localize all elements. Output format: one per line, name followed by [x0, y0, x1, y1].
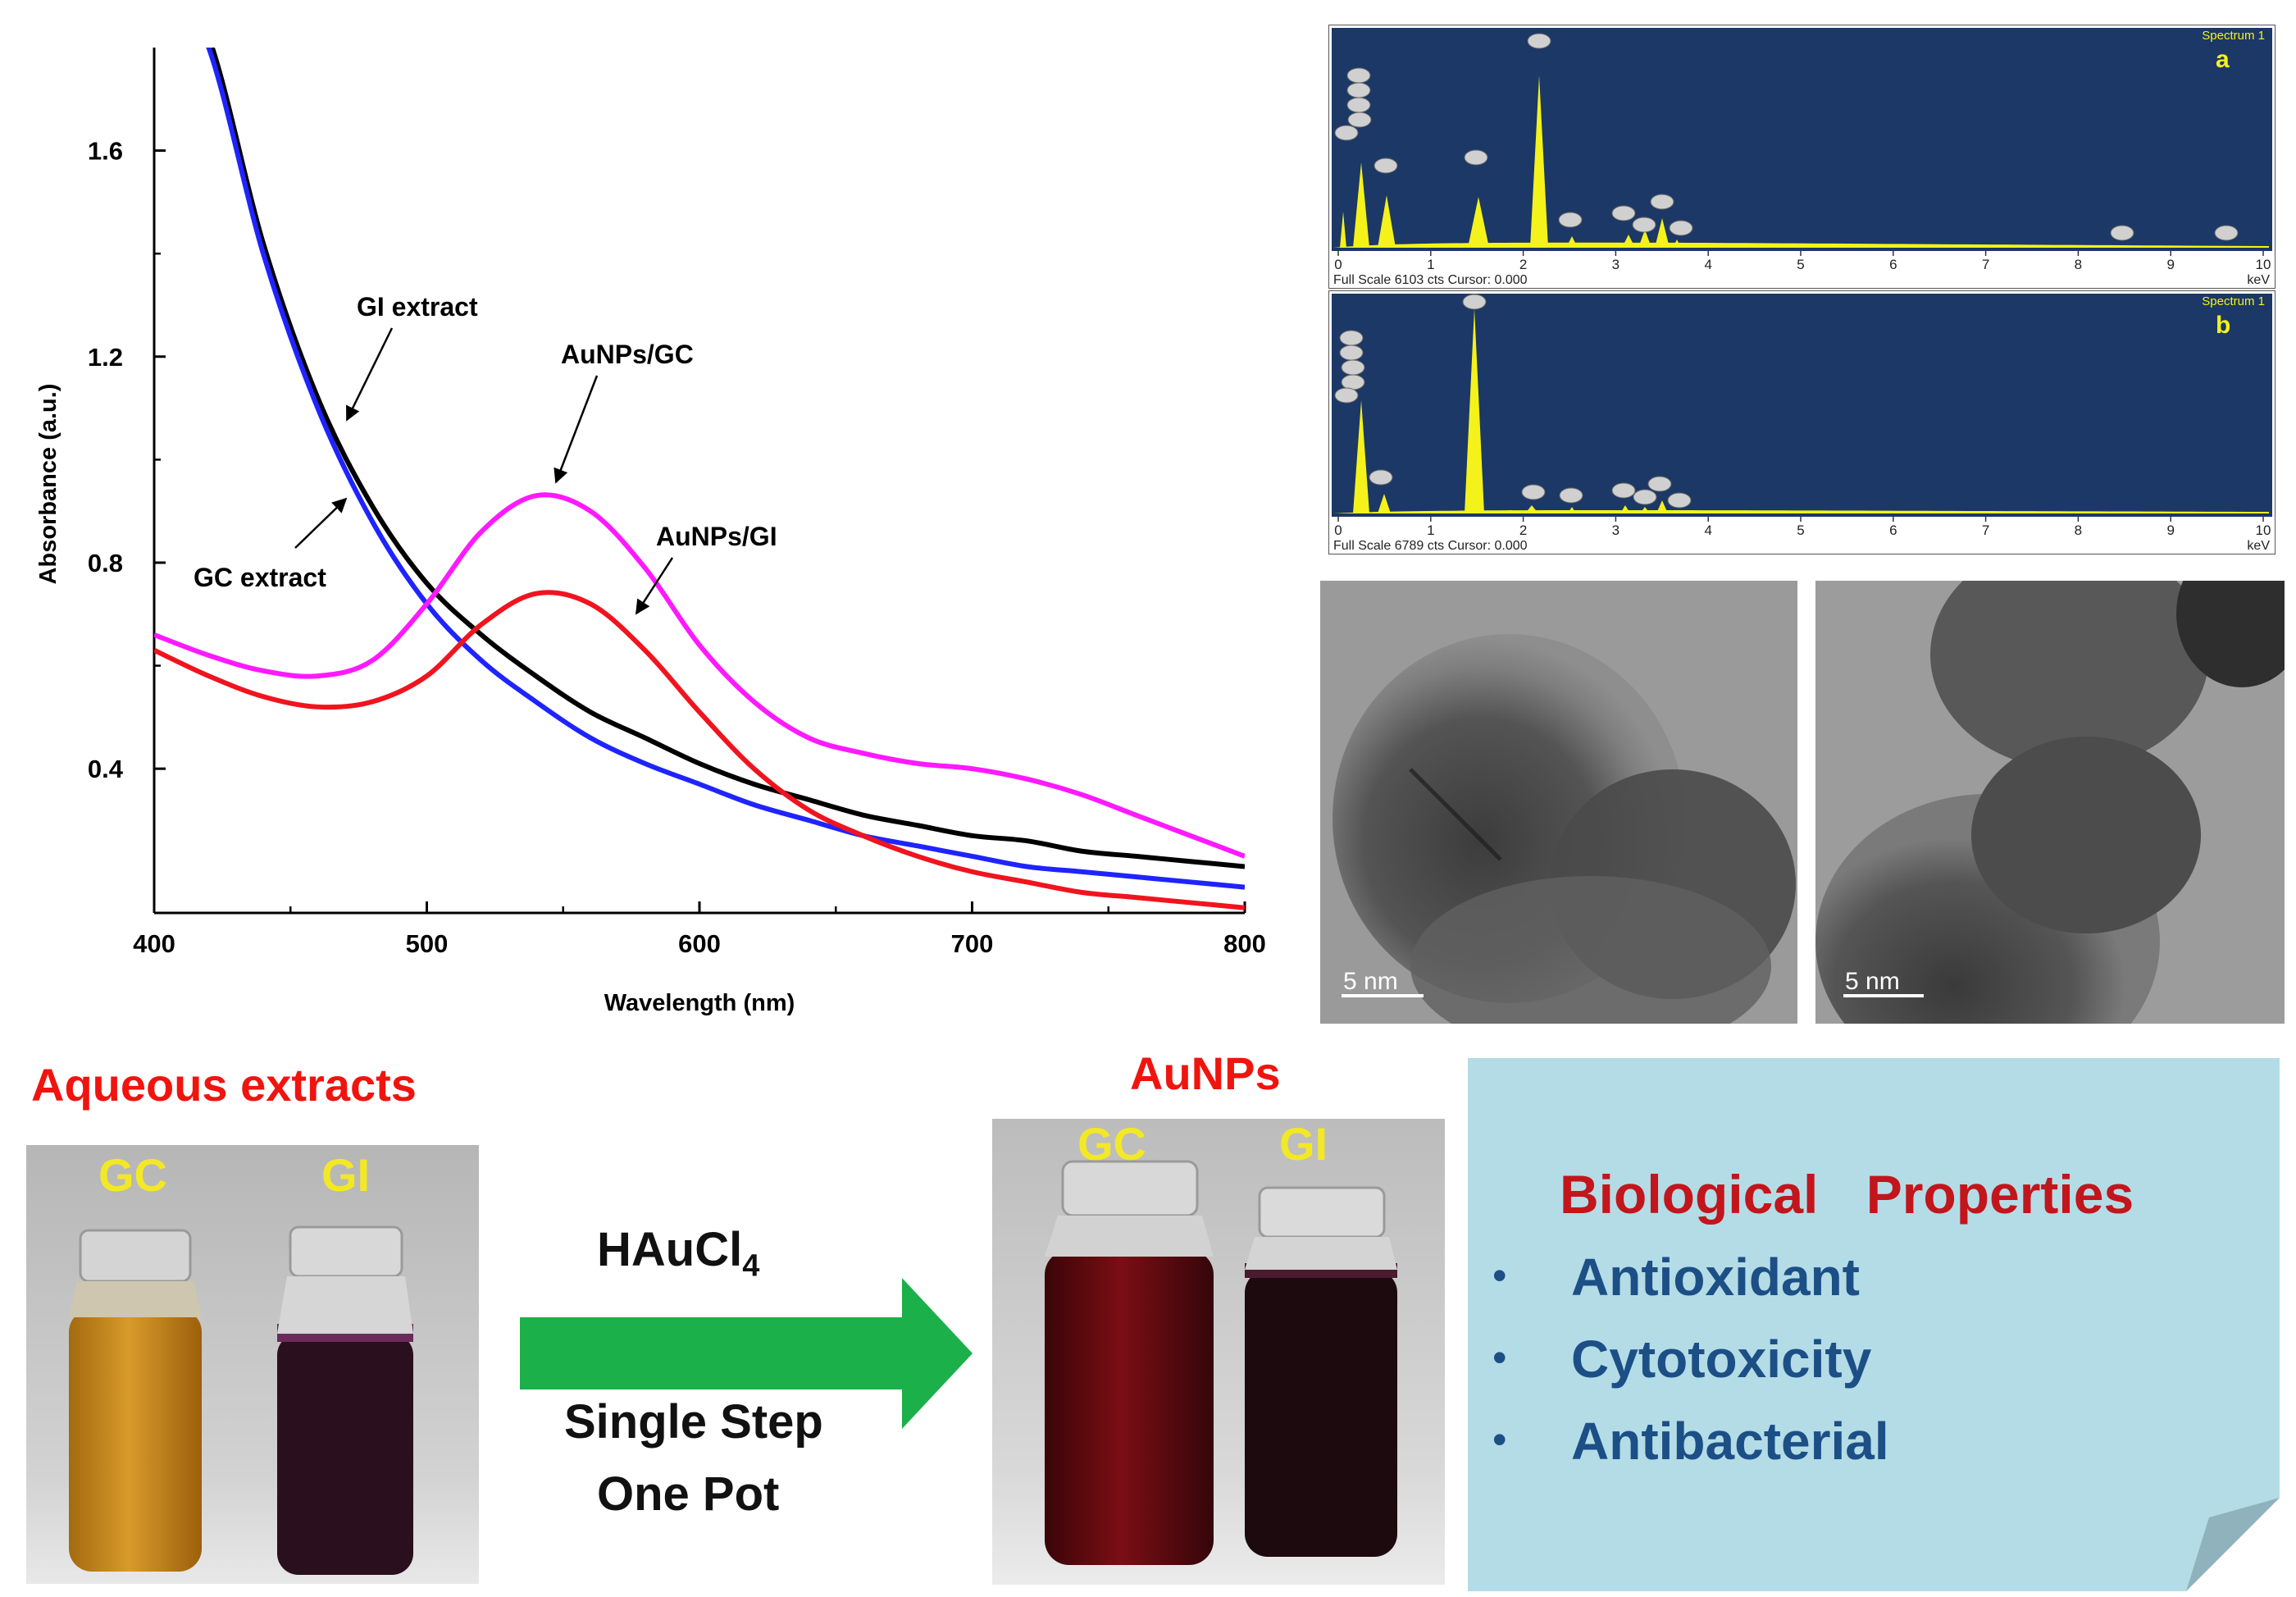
- eds-b-tick-label: 10: [2256, 522, 2271, 538]
- eds-a-tick-label: 3: [1612, 257, 1620, 272]
- eds-a-unit: keV: [2247, 273, 2270, 287]
- bio-note: [1468, 1058, 2280, 1591]
- x-tick-label: 700: [951, 929, 994, 958]
- annotation-gc-extract: GC extract: [194, 563, 326, 592]
- eds-spectrum-a: Spectrum 1 a 0 1 2 3 4 5 6 7 8 9 10 Full Scale 610…: [1328, 25, 2276, 289]
- annotation-gc-extract-arrow: [294, 497, 348, 549]
- annotation-aunps-gc-arrow: [554, 375, 599, 484]
- bio-item-cytotoxicity: Cytotoxicity: [1571, 1330, 1872, 1389]
- tem-scale-right: 5 nm: [1845, 968, 1900, 995]
- series-aunps-gi: [154, 590, 1245, 910]
- eds-b-tick-label: 6: [1889, 522, 1897, 538]
- reagent-subscript: 4: [742, 1248, 760, 1284]
- tem-image-left: 5 nm: [1320, 581, 1797, 1024]
- vial-gi-extract: [277, 1334, 413, 1575]
- eds-b-tick-label: 7: [1982, 522, 1989, 538]
- series-gc-extract: [206, 48, 1245, 890]
- reagent-label: HAuCl4: [597, 1222, 759, 1284]
- eds-a-title: Spectrum 1: [2202, 29, 2265, 43]
- eds-a-tick-label: 9: [2166, 257, 2174, 272]
- extracts-heading: Aqueous extracts: [31, 1059, 417, 1111]
- aunps-label-gc: GC: [1077, 1118, 1146, 1170]
- x-tick-label: 800: [1223, 929, 1266, 958]
- annotation-aunps-gi: AuNPs/GI: [656, 522, 777, 551]
- reaction-arrow: [520, 1278, 973, 1429]
- eds-b-tick-label: 0: [1334, 522, 1342, 538]
- vial-gc-extract: [69, 1309, 202, 1572]
- eds-b-title: Spectrum 1: [2202, 294, 2265, 308]
- reaction-line1: Single Step: [564, 1395, 823, 1449]
- y-axis-label: Absorbance (a.u.): [35, 384, 61, 585]
- aunps-heading: AuNPs: [1130, 1047, 1281, 1099]
- eds-a-tick-label: 10: [2256, 257, 2271, 272]
- eds-b-tick-label: 8: [2075, 522, 2082, 538]
- eds-b-footer: Full Scale 6789 cts Cursor: 0.000: [1333, 539, 1528, 553]
- eds-b-tick-label: 5: [1797, 522, 1804, 538]
- eds-a-peaks: [1333, 75, 2269, 248]
- uv-vis-chart: 400 500 600 700 800 0.4 0.8 1.2 1.6 Wavelength …: [35, 48, 1266, 1016]
- eds-spectrum-b: Spectrum 1 b 0 1 2 3 4 5 6 7 8 9 10 Full Scale 678…: [1328, 290, 2276, 554]
- y-tick-label: 1.6: [88, 137, 123, 166]
- eds-b-tick-label: 9: [2166, 522, 2174, 538]
- y-tick-label: 1.2: [88, 343, 123, 372]
- eds-a-tick-label: 8: [2075, 257, 2082, 272]
- eds-b-tick-label: 1: [1427, 522, 1434, 538]
- eds-a-tick-label: 5: [1797, 257, 1804, 272]
- annotation-gi-extract-arrow: [345, 327, 394, 422]
- bio-bullet-2: •: [1492, 1335, 1507, 1380]
- reagent-formula: HAuCl: [597, 1223, 743, 1276]
- eds-a-footer: Full Scale 6103 cts Cursor: 0.000: [1333, 273, 1528, 287]
- eds-a-tick-label: 0: [1334, 257, 1342, 272]
- vial-aunps-gc: [1045, 1250, 1214, 1565]
- extract-label-gi: GI: [321, 1149, 371, 1201]
- x-tick-label: 400: [133, 929, 175, 958]
- extract-label-gc: GC: [98, 1149, 167, 1201]
- eds-a-tick-label: 4: [1704, 257, 1711, 272]
- annotation-aunps-gi-arrow: [635, 557, 674, 615]
- eds-b-tick-label: 4: [1704, 522, 1711, 538]
- x-tick-label: 600: [678, 929, 721, 958]
- aunps-photo: [992, 1119, 1445, 1585]
- aunps-label-gi: GI: [1279, 1118, 1328, 1170]
- eds-b-tag: b: [2216, 312, 2230, 339]
- x-tick-label: 500: [406, 929, 449, 958]
- bio-item-antibacterial: Antibacterial: [1571, 1412, 1889, 1471]
- eds-a-tick-label: 6: [1889, 257, 1897, 272]
- y-tick-label: 0.4: [88, 755, 124, 783]
- x-axis-label: Wavelength (nm): [604, 990, 795, 1016]
- extracts-photo: [26, 1145, 479, 1584]
- eds-b-tick-label: 2: [1519, 522, 1527, 538]
- eds-a-tick-label: 2: [1519, 257, 1527, 272]
- eds-b-tick-label: 3: [1612, 522, 1620, 538]
- eds-a-tick-label: 7: [1982, 257, 1989, 272]
- tem-scale-left: 5 nm: [1343, 968, 1398, 995]
- y-tick-label: 0.8: [88, 549, 123, 577]
- tem-image-right: 5 nm: [1815, 581, 2285, 1024]
- vial-aunps-gi: [1245, 1270, 1397, 1557]
- bio-bullet-3: •: [1492, 1417, 1507, 1462]
- series-aunps-gc: [154, 492, 1245, 859]
- eds-b-unit: keV: [2247, 539, 2270, 553]
- annotation-aunps-gc: AuNPs/GC: [561, 340, 694, 369]
- bio-bullet-1: •: [1492, 1253, 1507, 1298]
- annotation-gi-extract: GI extract: [357, 292, 478, 322]
- eds-a-tag: a: [2216, 46, 2230, 73]
- bio-item-antioxidant: Antioxidant: [1571, 1248, 1860, 1307]
- eds-a-tick-label: 1: [1427, 257, 1434, 272]
- bio-title: Biological Properties: [1560, 1164, 2134, 1225]
- eds-b-peaks: [1333, 308, 2269, 513]
- reaction-line2: One Pot: [597, 1467, 780, 1521]
- series-gi-extract: [209, 48, 1245, 869]
